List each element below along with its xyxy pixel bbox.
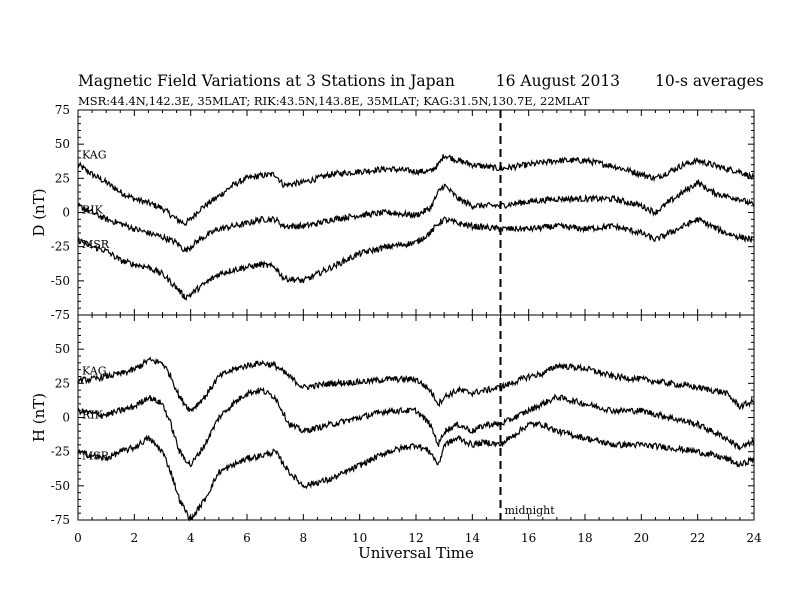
chart-title: Magnetic Field Variations at 3 Stations … [78,72,764,90]
panel-0: 75 50 25 0 -25 -50 -75 D (nT) KAG RIK MSR [30,103,755,322]
y-tick-label: 0 [62,206,70,220]
series-label-rik: RIK [82,409,104,422]
chart-date: 16 August 2013 [495,72,621,90]
y-tick-label: -75 [51,513,70,527]
series-line-msr [77,216,755,302]
panel-1: 50 25 0 -25 -50 -75 H (nT) KAG RIK MSR [30,314,755,527]
series-label-msr: MSR [82,238,110,251]
panel-frame [77,314,755,521]
x-tick-label: 24 [746,531,762,545]
series-line-kag [77,154,755,227]
chart-title-text: Magnetic Field Variations at 3 Stations … [78,72,455,90]
x-tick-label: 6 [243,531,251,545]
x-tick-label: 12 [408,531,423,545]
x-tick-label: 0 [74,531,82,545]
y-tick-label: 50 [55,342,70,356]
series-label-rik: RIK [82,204,104,217]
y-axis-label: D (nT) [30,188,48,236]
series-line-msr [77,420,755,522]
y-tick-label: -25 [51,445,70,459]
y-tick-label: 25 [55,171,70,185]
series-label-kag: KAG [82,149,107,162]
x-tick-label: 16 [521,531,536,545]
x-tick-label: 10 [352,531,367,545]
y-tick-label: -25 [51,240,70,254]
x-tick-label: 4 [187,531,195,545]
series-line-kag [77,356,755,413]
x-tick-label: 2 [131,531,139,545]
y-axis-label: H (nT) [30,393,48,442]
series-line-rik [77,386,755,468]
y-tick-label: -50 [51,274,70,288]
x-axis-label: Universal Time [358,544,474,562]
y-tick-label: 25 [55,376,70,390]
x-tick-label: 20 [634,531,649,545]
x-tick-label: 14 [465,531,481,545]
x-tick-label: 18 [577,531,592,545]
series-label-msr: MSR [82,450,110,463]
series-line-rik [77,178,755,253]
y-tick-label: -50 [51,479,70,493]
chart-averaging: 10-s averages [654,72,764,90]
y-tick-label: 75 [55,103,70,117]
y-tick-label: 0 [62,411,70,425]
chart-subtitle: MSR:44.4N,142.3E, 35MLAT; RIK:43.5N,143.… [78,94,590,108]
midnight-label: midnight [505,504,556,517]
y-tick-label: 50 [55,137,70,151]
x-tick-label: 8 [300,531,308,545]
y-tick-label: -75 [51,308,70,322]
series-label-kag: KAG [82,365,107,378]
x-tick-label: 22 [690,531,705,545]
